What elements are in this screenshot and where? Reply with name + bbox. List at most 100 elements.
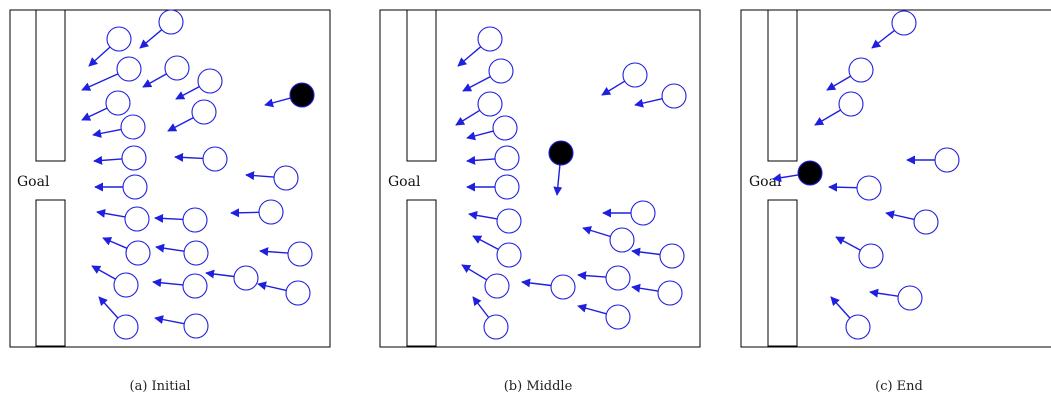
agent-circle [105, 90, 131, 116]
agent [92, 114, 146, 140]
goal-post-top [767, 9, 798, 162]
agent-circle [605, 304, 631, 330]
agent-circle [258, 199, 284, 225]
agent [466, 115, 518, 141]
velocity-arrow [521, 278, 552, 288]
field-frame [740, 9, 1051, 348]
agent-circle [202, 146, 228, 172]
agent-circle [622, 62, 648, 88]
agent [174, 146, 228, 172]
velocity-arrow [102, 237, 128, 249]
velocity-arrow [174, 152, 204, 162]
agent [152, 273, 208, 299]
velocity-arrow [455, 109, 481, 126]
ball-velocity-arrow [553, 164, 563, 196]
agent-circle [183, 313, 209, 339]
velocity-arrow [96, 208, 126, 218]
agent [88, 26, 132, 67]
velocity-arrow [885, 210, 915, 221]
velocity-arrow [828, 182, 858, 192]
agent-circle [934, 147, 960, 173]
agent-circle [182, 273, 208, 299]
agent [175, 68, 223, 100]
panel-caption: (a) Initial [130, 379, 191, 394]
velocity-arrow [634, 98, 663, 108]
velocity-arrow [869, 288, 899, 298]
agent-circle [845, 314, 871, 340]
agent-circle [661, 83, 687, 109]
agent-circle [183, 240, 209, 266]
agent [634, 83, 687, 109]
agent [96, 206, 150, 232]
ball [772, 160, 823, 186]
agent [91, 265, 139, 298]
field-frame [379, 9, 701, 348]
agent [154, 207, 208, 233]
velocity-arrow [871, 29, 895, 49]
goal-label: Goal [388, 174, 421, 190]
agent-circle [838, 91, 864, 117]
agent [869, 285, 923, 311]
agent-circle [858, 243, 884, 269]
velocity-arrow [142, 73, 167, 88]
velocity-arrow [88, 46, 111, 67]
goal-label: Goal [17, 174, 50, 190]
velocity-arrow [631, 283, 659, 293]
agent [155, 240, 209, 266]
agent [245, 165, 299, 191]
goal-post-top [35, 9, 66, 162]
agent-circle [609, 227, 635, 253]
velocity-arrow [152, 278, 184, 288]
velocity-arrow [167, 116, 194, 132]
velocity-arrow [154, 315, 185, 325]
agent [835, 236, 884, 269]
agent-circle [494, 174, 520, 200]
velocity-arrow [826, 75, 852, 91]
velocity-arrow [835, 236, 861, 251]
agent-circle [122, 174, 148, 200]
velocity-arrow [139, 29, 163, 49]
agent-circle [492, 115, 518, 141]
agent [602, 200, 656, 226]
ball [548, 140, 574, 196]
velocity-arrow [582, 226, 611, 238]
goal-post-bottom [35, 199, 66, 347]
agent-circle [630, 200, 656, 226]
agents [814, 10, 960, 340]
agent-circle [164, 55, 190, 81]
agent [102, 237, 151, 266]
agent [906, 147, 960, 173]
agent [828, 175, 882, 201]
goal-post-bottom [767, 199, 798, 347]
agent-circle [659, 243, 685, 269]
agent [814, 91, 864, 126]
velocity-arrow [577, 271, 607, 281]
velocity-arrow [577, 303, 607, 315]
agent [455, 91, 503, 126]
agent-circle [488, 58, 514, 84]
velocity-arrow [601, 80, 626, 96]
agent [461, 264, 510, 299]
agent-circle [125, 240, 151, 266]
agent-circle [550, 274, 576, 300]
velocity-arrow [230, 208, 260, 218]
agent [631, 243, 685, 269]
panel-end: Goal (c) End [740, 9, 1051, 394]
agent [94, 174, 148, 200]
agent-circle [116, 56, 142, 82]
agent [259, 241, 313, 267]
agent [139, 9, 184, 49]
agent-circle [484, 273, 510, 299]
velocity-arrow [81, 107, 108, 121]
agent [205, 265, 259, 291]
velocity-arrow [814, 109, 841, 126]
agent [93, 145, 147, 171]
agent [257, 280, 311, 306]
agent [577, 265, 631, 291]
agent-circle [113, 272, 139, 298]
agent-circle [897, 285, 923, 311]
agent [826, 57, 874, 91]
velocity-arrow [154, 213, 184, 223]
velocity-arrow [155, 243, 185, 253]
velocity-arrow [91, 265, 116, 280]
